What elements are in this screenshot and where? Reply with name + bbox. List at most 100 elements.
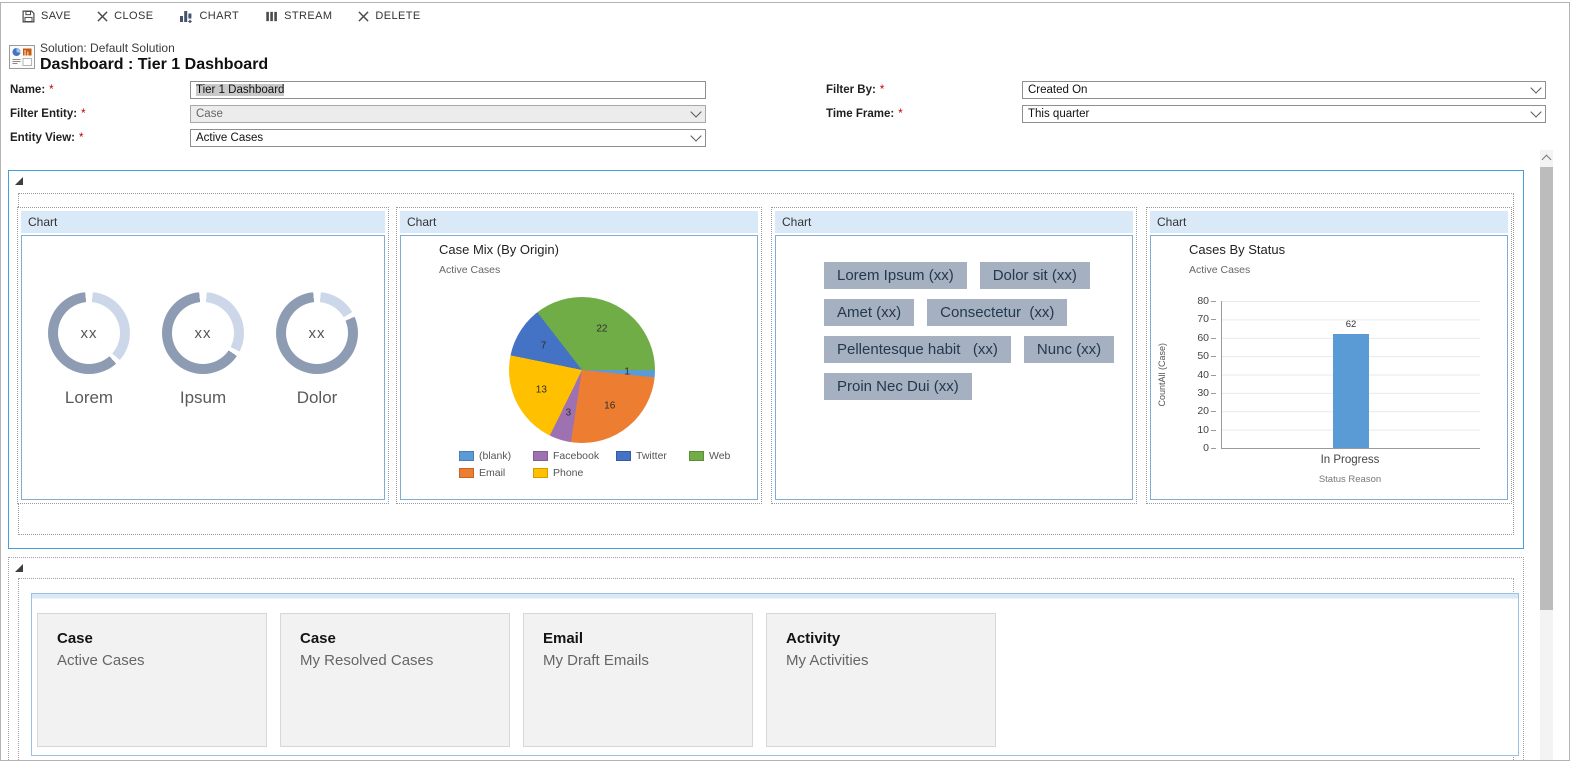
chart-panel-header[interactable]: Chart — [400, 211, 758, 233]
save-label: SAVE — [41, 10, 72, 22]
stream-icon — [265, 10, 278, 23]
time-frame-label: Time Frame: * — [826, 108, 903, 120]
bar: 62 — [1333, 319, 1369, 448]
stream-label: STREAM — [284, 10, 333, 22]
y-axis-title: CountAll (Case) — [1157, 342, 1167, 407]
required-asterisk: * — [898, 108, 903, 120]
save-icon — [22, 10, 35, 23]
legend-label: (blank) — [479, 450, 512, 462]
bar-value-label: 62 — [1345, 319, 1357, 331]
section-collapse-toggle[interactable] — [15, 564, 23, 572]
donut-gauge: xx Lorem — [40, 292, 138, 408]
page-title: Dashboard : Tier 1 Dashboard — [40, 56, 269, 73]
legend-swatch — [533, 451, 548, 461]
x-category-label: In Progress — [1320, 454, 1380, 466]
time-frame-select[interactable]: This quarter — [1022, 105, 1546, 123]
legend-swatch — [533, 468, 548, 478]
card-view: My Resolved Cases — [300, 652, 434, 669]
charts-section[interactable]: Chart xx Lorem xx Ipsum — [8, 170, 1524, 549]
entity-view-select[interactable]: Active Cases — [190, 129, 706, 147]
pie-slice-label: 16 — [604, 400, 616, 412]
pie-slice-label: 1 — [624, 366, 630, 378]
pie-slice-label: 7 — [540, 340, 547, 352]
chevron-down-icon — [690, 106, 702, 118]
stream-button[interactable]: STREAM — [265, 10, 332, 23]
y-tick: 70 — [1197, 313, 1216, 326]
legend-item: Twitter — [616, 450, 681, 462]
section-collapse-toggle[interactable] — [15, 177, 23, 185]
close-label: CLOSE — [114, 10, 154, 22]
filter-entity-label: Filter Entity: * — [10, 108, 86, 120]
y-tick: 80 — [1197, 295, 1216, 307]
donut-center-value: xx — [194, 324, 212, 342]
legend-label: Phone — [553, 467, 584, 479]
donut-center-value: xx — [80, 324, 98, 342]
list-card-active-cases[interactable]: Case Active Cases — [37, 613, 267, 747]
tag-cloud: Lorem Ipsum (xx) Dolor sit (xx) Amet (xx… — [824, 262, 1132, 400]
legend-item: (blank) — [459, 450, 525, 462]
bar-chart-title: Cases By Status — [1189, 242, 1286, 257]
chart-panel-header[interactable]: Chart — [1150, 211, 1508, 233]
tag-item: Amet (xx) — [824, 299, 915, 326]
card-entity: Activity — [786, 630, 841, 647]
legend-item: Facebook — [533, 450, 608, 462]
solution-label: Solution: Default Solution — [40, 41, 175, 55]
legend-swatch — [459, 451, 474, 461]
y-tick: 40 — [1197, 368, 1216, 381]
filter-by-select[interactable]: Created On — [1022, 81, 1546, 99]
tag-item: Pellentesque habit (xx) — [824, 336, 1011, 363]
chart-button[interactable]: CHART — [179, 9, 239, 23]
save-button[interactable]: SAVE — [22, 10, 71, 23]
delete-button[interactable]: DELETE — [358, 10, 420, 22]
time-frame-value: This quarter — [1028, 108, 1090, 120]
chevron-down-icon — [1530, 82, 1542, 94]
tag-item: Consectetur (xx) — [927, 299, 1068, 326]
chart-panel-header[interactable]: Chart — [775, 211, 1133, 233]
card-entity: Case — [57, 630, 93, 647]
filter-entity-select[interactable]: Case — [190, 105, 706, 123]
vertical-scrollbar[interactable] — [1540, 150, 1553, 760]
legend-item: Web — [689, 450, 730, 462]
required-asterisk: * — [879, 84, 885, 96]
chart-panel-bar[interactable]: Chart Cases By Status Active Cases Count… — [1146, 207, 1512, 504]
bar-plot-area: 62 — [1221, 301, 1480, 449]
list-card-my-draft-emails[interactable]: Email My Draft Emails — [523, 613, 753, 747]
y-axis-ticks: 80 70 60 50 40 30 20 10 0 — [1175, 295, 1217, 454]
legend-label: Email — [479, 467, 506, 479]
pie-legend: (blank) Facebook Twitter Web Email Phone — [459, 450, 730, 479]
donut-center-value: xx — [308, 324, 326, 342]
scroll-up-icon[interactable] — [1541, 154, 1552, 165]
filter-entity-value: Case — [196, 108, 223, 120]
y-tick: 60 — [1197, 331, 1216, 344]
y-tick: 50 — [1197, 350, 1216, 363]
dashboard-record-icon — [9, 45, 35, 74]
list-card-my-activities[interactable]: Activity My Activities — [766, 613, 996, 747]
chart-panel-pie[interactable]: Chart Case Mix (By Origin) Active Cases … — [396, 207, 762, 504]
card-view: My Activities — [786, 652, 869, 669]
required-asterisk: * — [81, 108, 86, 120]
chevron-down-icon — [1530, 106, 1542, 118]
y-tick: 10 — [1197, 423, 1216, 436]
chart-panel-header[interactable]: Chart — [21, 211, 385, 233]
donut-ring: xx — [162, 292, 244, 374]
list-container: Case Active Cases Case My Resolved Cases… — [31, 593, 1519, 756]
close-button[interactable]: CLOSE — [97, 10, 153, 22]
name-input[interactable]: Tier 1 Dashboard — [190, 81, 706, 99]
scrollbar-thumb[interactable] — [1540, 167, 1553, 610]
chart-panel-tags[interactable]: Chart Lorem Ipsum (xx) Dolor sit (xx) Am… — [771, 207, 1137, 504]
donut-chart-area: xx Lorem xx Ipsum xx Dolor — [21, 235, 385, 500]
pie-chart-area: Case Mix (By Origin) Active Cases 1 16 3 13… — [400, 235, 758, 500]
list-card-my-resolved-cases[interactable]: Case My Resolved Cases — [280, 613, 510, 747]
list-cards: Case Active Cases Case My Resolved Cases… — [37, 613, 1518, 747]
donut-row: xx Lorem xx Ipsum xx Dolor — [22, 292, 384, 408]
name-value: Tier 1 Dashboard — [196, 84, 285, 96]
chart-label: CHART — [199, 10, 240, 22]
y-tick: 0 — [1203, 442, 1216, 454]
card-entity: Email — [543, 630, 584, 647]
pie-chart-title: Case Mix (By Origin) — [439, 242, 559, 257]
entity-view-value: Active Cases — [196, 132, 264, 144]
lists-section[interactable]: Case Active Cases Case My Resolved Cases… — [8, 557, 1524, 760]
chart-panel-donuts[interactable]: Chart xx Lorem xx Ipsum — [17, 207, 389, 504]
list-container-header-strip — [32, 594, 1518, 599]
